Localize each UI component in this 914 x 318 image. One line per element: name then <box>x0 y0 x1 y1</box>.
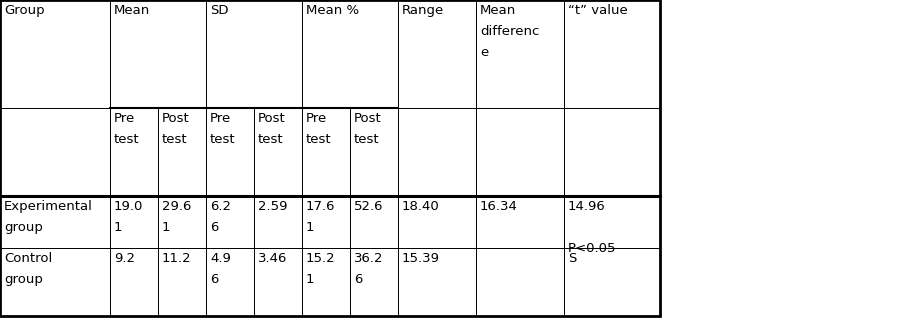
Text: Pre
test: Pre test <box>210 112 236 146</box>
Bar <box>564 0 660 108</box>
Text: S: S <box>568 252 577 265</box>
Text: 19.0
1: 19.0 1 <box>114 200 143 234</box>
Text: Post
test: Post test <box>354 112 382 146</box>
Bar <box>158 248 206 316</box>
Bar <box>254 108 302 196</box>
Text: 6.2
6: 6.2 6 <box>210 200 231 234</box>
Bar <box>206 248 254 316</box>
Text: Mean
differenc
e: Mean differenc e <box>480 4 539 59</box>
Bar <box>350 248 398 316</box>
Bar <box>110 248 158 316</box>
Text: Group: Group <box>4 4 45 17</box>
Bar <box>158 196 206 248</box>
Bar <box>398 248 476 316</box>
Text: “t” value: “t” value <box>568 4 628 17</box>
Text: 14.96

P<0.05: 14.96 P<0.05 <box>568 200 617 255</box>
Bar <box>564 196 660 248</box>
Text: Control
group: Control group <box>4 252 52 286</box>
Text: 3.46: 3.46 <box>258 252 287 265</box>
Bar <box>110 0 206 108</box>
Bar <box>0 0 110 108</box>
Bar <box>206 196 254 248</box>
Text: 15.39: 15.39 <box>402 252 440 265</box>
Bar <box>110 196 158 248</box>
Text: 17.6
1: 17.6 1 <box>306 200 335 234</box>
Bar <box>564 248 660 316</box>
Text: Post
test: Post test <box>162 112 190 146</box>
Bar <box>476 196 564 248</box>
Text: Pre
test: Pre test <box>114 112 140 146</box>
Text: SD: SD <box>210 4 228 17</box>
Bar <box>302 108 350 196</box>
Bar <box>350 108 398 196</box>
Bar <box>0 0 660 316</box>
Text: 15.2
1: 15.2 1 <box>306 252 335 286</box>
Text: Mean: Mean <box>114 4 150 17</box>
Bar <box>0 248 110 316</box>
Bar <box>158 108 206 196</box>
Text: Experimental
group: Experimental group <box>4 200 93 234</box>
Bar <box>350 196 398 248</box>
Bar <box>302 196 350 248</box>
Text: 16.34: 16.34 <box>480 200 518 213</box>
Bar <box>398 196 476 248</box>
Bar <box>302 248 350 316</box>
Text: 9.2: 9.2 <box>114 252 135 265</box>
Bar <box>476 108 564 196</box>
Text: 4.9
6: 4.9 6 <box>210 252 231 286</box>
Text: 36.2
6: 36.2 6 <box>354 252 384 286</box>
Bar <box>0 108 110 196</box>
Bar <box>564 108 660 196</box>
Text: Post
test: Post test <box>258 112 286 146</box>
Bar <box>206 108 254 196</box>
Text: 18.40: 18.40 <box>402 200 440 213</box>
Text: 52.6: 52.6 <box>354 200 384 213</box>
Text: 11.2: 11.2 <box>162 252 192 265</box>
Bar <box>254 196 302 248</box>
Bar <box>0 196 110 248</box>
Text: 2.59: 2.59 <box>258 200 288 213</box>
Bar <box>476 0 564 108</box>
Bar <box>206 0 302 108</box>
Bar <box>398 108 476 196</box>
Bar <box>110 108 158 196</box>
Text: Mean %: Mean % <box>306 4 359 17</box>
Bar <box>398 0 476 108</box>
Text: 29.6
1: 29.6 1 <box>162 200 191 234</box>
Bar <box>302 0 398 108</box>
Bar <box>476 248 564 316</box>
Text: Pre
test: Pre test <box>306 112 332 146</box>
Text: Range: Range <box>402 4 444 17</box>
Bar <box>254 248 302 316</box>
